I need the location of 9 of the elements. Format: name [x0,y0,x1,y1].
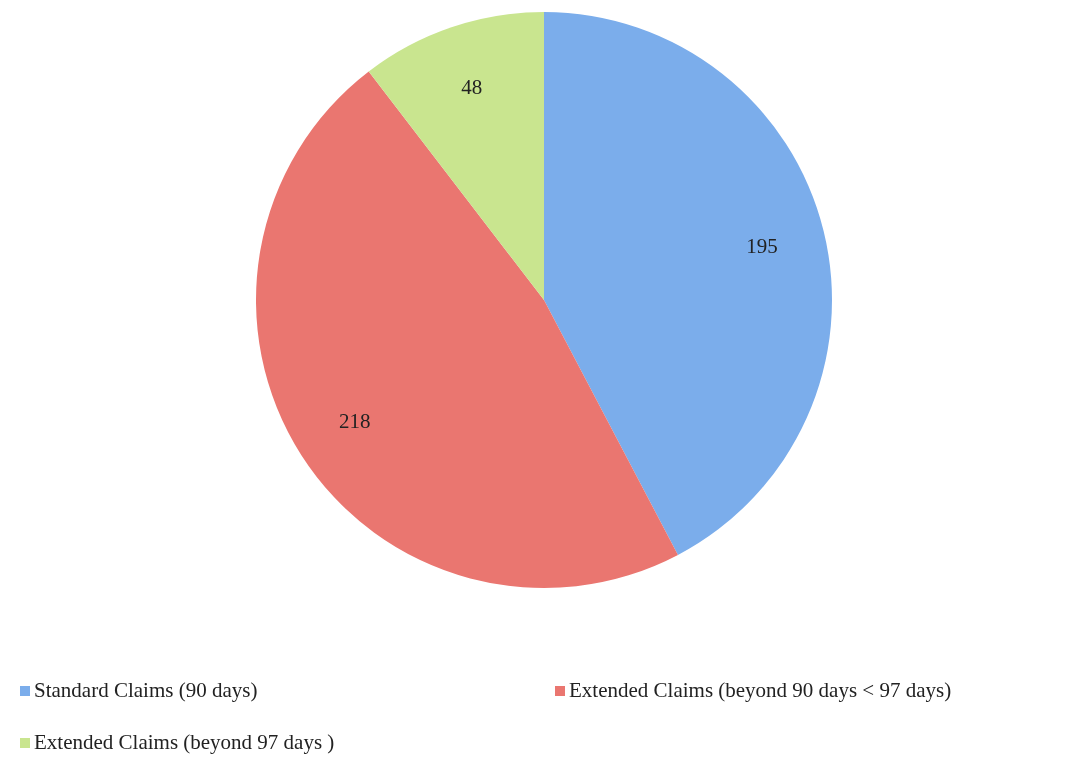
legend-label: Extended Claims (beyond 97 days ) [34,730,335,755]
pie-slice [544,12,832,555]
data-label: 195 [746,234,778,259]
data-label: 48 [461,75,483,100]
pie-slice [368,12,544,300]
legend-label: Standard Claims (90 days) [34,678,258,703]
legend-label: Extended Claims (beyond 90 days < 97 days) [569,678,952,703]
data-label: 218 [339,409,371,434]
pie-slice [256,71,678,588]
